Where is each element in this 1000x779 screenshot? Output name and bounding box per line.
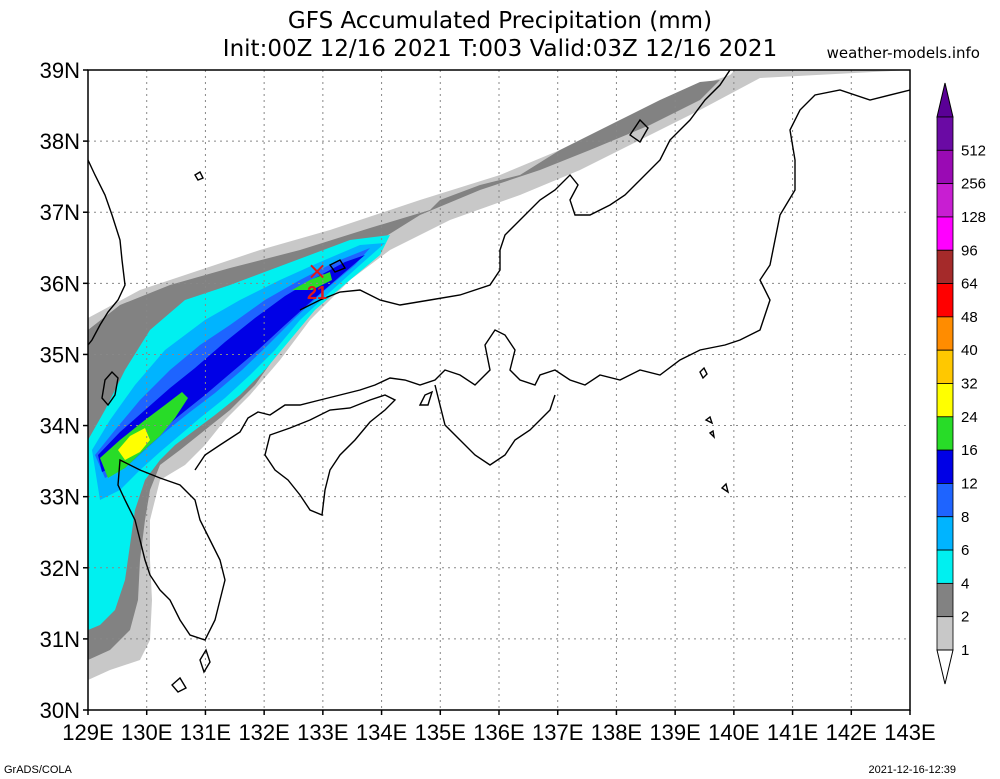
colorbar-swatch xyxy=(936,416,954,451)
lat-label: 31N xyxy=(40,627,80,652)
lat-label: 39N xyxy=(40,58,80,83)
osumi-islands xyxy=(171,648,211,693)
max-precip-marker: × 21 xyxy=(307,257,327,303)
colorbar-swatch xyxy=(936,516,954,551)
colorbar-label: 8 xyxy=(961,509,969,526)
lon-label: 141E xyxy=(767,720,818,745)
colorbar-label: 96 xyxy=(961,242,978,259)
colorbar-swatch xyxy=(936,183,954,218)
colorbar-label: 128 xyxy=(961,209,986,226)
honshu-north-coast xyxy=(299,70,731,311)
colorbar-top-arrow xyxy=(936,82,954,118)
colorbar-label: 48 xyxy=(961,309,978,326)
max-marker-value: 21 xyxy=(307,283,327,303)
colorbar-swatch xyxy=(936,616,954,651)
max-marker-symbol: × xyxy=(307,257,327,285)
precip-24mm xyxy=(118,428,150,460)
lon-label: 139E xyxy=(649,720,700,745)
colorbar-swatch xyxy=(936,116,954,151)
latitude-labels: 39N 38N 37N 36N 35N 34N 33N 32N 31N 30N xyxy=(40,58,88,723)
graticule xyxy=(88,70,910,710)
precip-16mm-b xyxy=(292,272,332,290)
colorbar-swatch xyxy=(936,549,954,584)
colorbar-label: 256 xyxy=(961,176,986,193)
colorbar-swatch xyxy=(936,216,954,251)
colorbar-swatch xyxy=(936,149,954,185)
kyushu-coast xyxy=(117,458,226,641)
footer-credit: GrADS/COLA xyxy=(4,764,72,776)
site-credit: weather-models.info xyxy=(826,44,980,62)
lat-label: 38N xyxy=(40,129,80,154)
colorbar-label: 4 xyxy=(961,575,969,592)
izu-islands xyxy=(699,366,730,494)
sado-island xyxy=(629,118,649,144)
colorbar-swatch xyxy=(936,449,954,484)
colorbar-swatch xyxy=(936,383,954,418)
colorbar-label: 64 xyxy=(961,276,978,293)
korea-coast xyxy=(88,159,126,346)
shikoku-coast xyxy=(264,394,397,517)
coastlines xyxy=(88,70,910,693)
tsushima-island xyxy=(101,370,119,407)
colorbar-label: 2 xyxy=(961,609,969,626)
colorbar-label: 512 xyxy=(961,142,986,159)
lon-label: 133E xyxy=(297,720,348,745)
colorbar-label: 40 xyxy=(961,342,978,359)
colorbar-label: 32 xyxy=(961,376,978,393)
small-island xyxy=(194,171,204,181)
colorbar-label: 12 xyxy=(961,475,978,492)
colorbar-label: 1 xyxy=(961,642,969,659)
lat-label: 34N xyxy=(40,414,80,439)
colorbar-swatch xyxy=(936,349,954,384)
honshu-pacific-coast xyxy=(194,89,910,471)
colorbar-bottom-arrow xyxy=(936,649,954,685)
lat-label: 35N xyxy=(40,342,80,367)
lon-label: 136E xyxy=(473,720,524,745)
lon-label: 137E xyxy=(532,720,583,745)
lat-label: 37N xyxy=(40,200,80,225)
colorbar-label: 6 xyxy=(961,542,969,559)
lat-label: 30N xyxy=(40,698,80,723)
oki-island xyxy=(328,259,347,273)
lat-label: 33N xyxy=(40,485,80,510)
map-subtitle: Init:00Z 12/16 2021 T:003 Valid:03Z 12/1… xyxy=(222,36,778,62)
lon-label: 134E xyxy=(356,720,407,745)
lon-label: 143E xyxy=(884,720,935,745)
colorbar-swatch xyxy=(936,316,954,351)
awaji-island xyxy=(418,390,434,406)
lon-label: 129E xyxy=(62,720,113,745)
lon-label: 130E xyxy=(121,720,172,745)
lon-label: 135E xyxy=(415,720,466,745)
lat-label: 36N xyxy=(40,271,80,296)
lon-label: 142E xyxy=(826,720,877,745)
precip-4mm xyxy=(88,235,390,630)
colorbar-swatch xyxy=(936,582,954,618)
lon-label: 132E xyxy=(238,720,289,745)
lon-label: 131E xyxy=(180,720,231,745)
lon-label: 138E xyxy=(591,720,642,745)
colorbar-swatch xyxy=(936,483,954,518)
colorbar-label: 16 xyxy=(961,442,978,459)
colorbar-swatch xyxy=(936,283,954,318)
map-title: GFS Accumulated Precipitation (mm) xyxy=(287,8,713,34)
kii-peninsula xyxy=(434,384,556,466)
lon-label: 140E xyxy=(708,720,759,745)
colorbar-label: 24 xyxy=(961,409,978,426)
colorbar-swatch xyxy=(936,249,954,284)
lat-label: 32N xyxy=(40,556,80,581)
footer-timestamp: 2021-12-16-12:39 xyxy=(868,764,956,776)
longitude-labels: 129E 130E 131E 132E 133E 134E 135E 136E 137E 138E… xyxy=(62,710,936,745)
